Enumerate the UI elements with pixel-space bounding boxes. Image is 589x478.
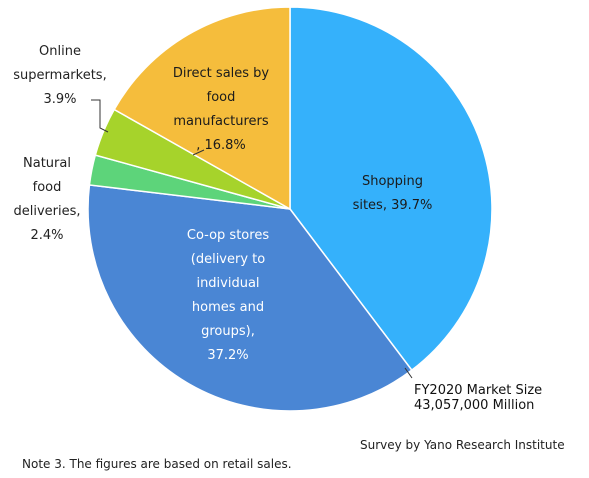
source-credit: Survey by Yano Research Institute (360, 438, 565, 452)
leader-direct-sales (192, 149, 205, 156)
slice-label-shopping-sites: Shopping sites, 39.7% (352, 174, 433, 213)
slice-coop-stores (87, 184, 413, 412)
leader-market-size (404, 367, 413, 379)
footnote: Note 3. The figures are based on retail … (22, 457, 292, 471)
slice-label-online-supermarkets: Online supermarkets, 3.9% (13, 44, 107, 107)
market-size-annotation: FY2020 Market Size 43,057,000 Million (414, 383, 543, 413)
pie-slices (87, 6, 493, 412)
slice-label-natural-food: Natural food deliveries, 2.4% (13, 156, 81, 243)
slice-direct-sales (113, 6, 291, 211)
slice-label-coop-stores: Co-op stores (delivery to individual homes … (186, 228, 270, 363)
leader-lines (91, 99, 413, 379)
slice-label-direct-sales: Direct sales by food manufacturers, 16.8% (172, 66, 270, 153)
slice-shopping-sites (289, 6, 493, 372)
leader-online-supermarkets (91, 99, 109, 133)
